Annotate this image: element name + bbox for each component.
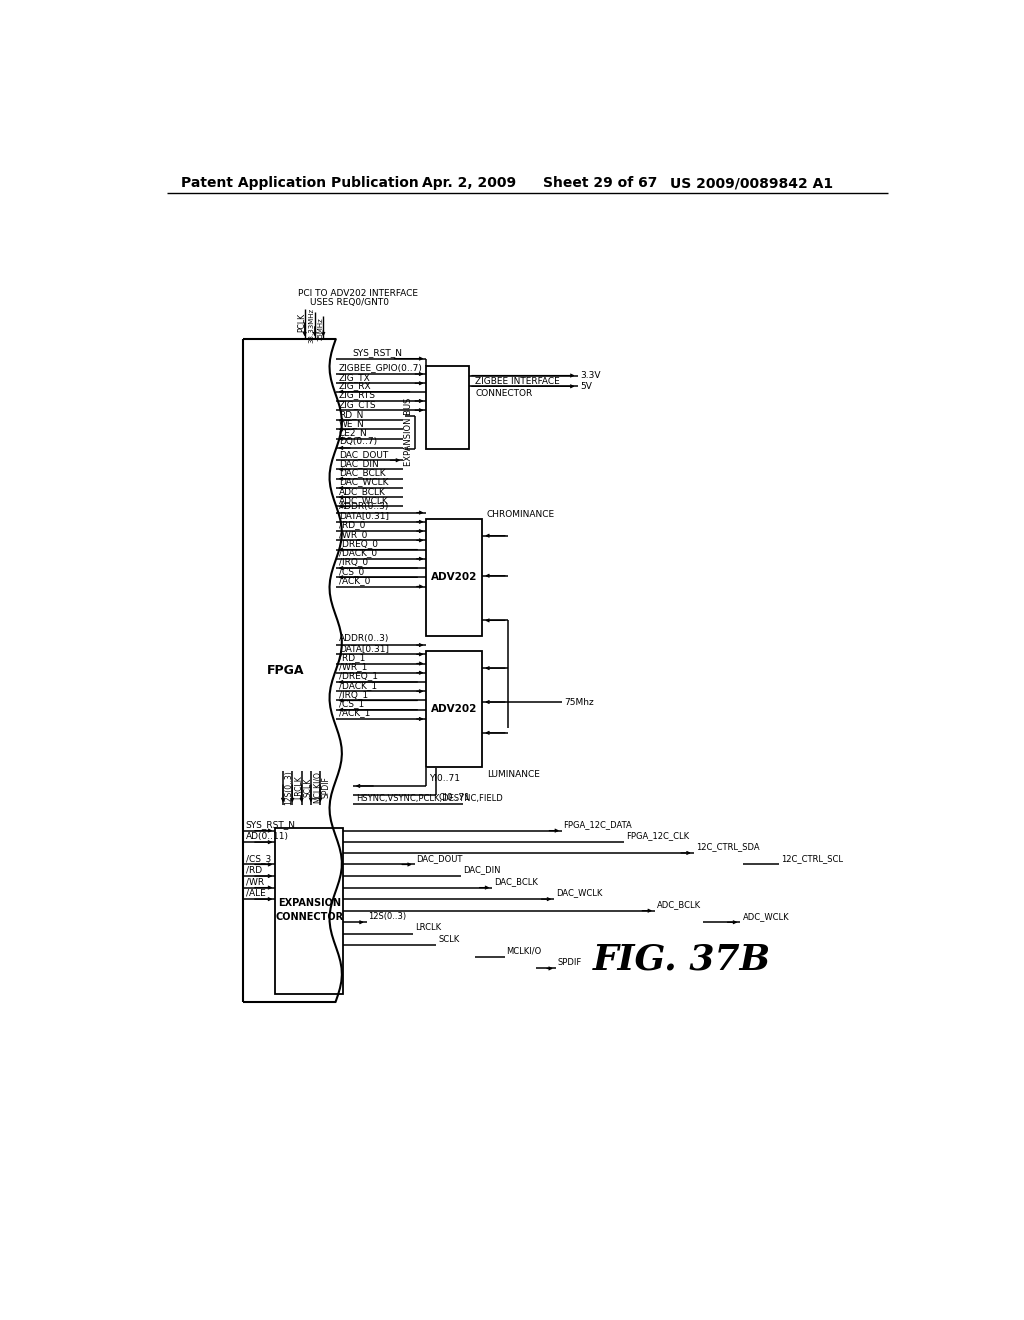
Text: /CS_0: /CS_0	[339, 566, 365, 576]
Text: MCLKI/O: MCLKI/O	[312, 772, 322, 804]
Text: RD_N: RD_N	[339, 409, 364, 418]
Text: /ACK_0: /ACK_0	[339, 576, 370, 585]
Text: LRCLK: LRCLK	[416, 923, 441, 932]
Text: SPDIF: SPDIF	[557, 958, 582, 966]
Text: ZIGBEE INTERFACE: ZIGBEE INTERFACE	[475, 378, 560, 387]
Text: 75Mhz: 75Mhz	[564, 697, 594, 706]
Bar	[426, 519, 482, 636]
Text: /DREQ_0: /DREQ_0	[339, 539, 378, 548]
Text: /WR: /WR	[246, 876, 264, 886]
Text: LUMINANCE: LUMINANCE	[486, 770, 540, 779]
Text: DAC_DOUT: DAC_DOUT	[417, 854, 463, 863]
Text: 12C_CTRL_SDA: 12C_CTRL_SDA	[696, 842, 760, 851]
Text: ADV202: ADV202	[431, 573, 477, 582]
Text: AD(0..11): AD(0..11)	[246, 832, 289, 841]
Text: CE2_N: CE2_N	[339, 428, 368, 437]
Text: /CS_1: /CS_1	[339, 700, 365, 708]
Text: ZIG_RTS: ZIG_RTS	[339, 391, 376, 400]
Text: LRCLK: LRCLK	[294, 776, 303, 800]
Bar	[275, 829, 343, 994]
Text: WE_N: WE_N	[339, 418, 365, 428]
Text: SCLK: SCLK	[303, 777, 312, 797]
Text: /RD: /RD	[246, 866, 262, 875]
Text: /WR_1: /WR_1	[339, 663, 368, 671]
Text: PCI TO ADV202 INTERFACE: PCI TO ADV202 INTERFACE	[299, 289, 419, 297]
Text: ADC_BCLK: ADC_BCLK	[657, 900, 701, 909]
Text: DQ(0..7): DQ(0..7)	[339, 437, 377, 446]
Text: HSYNC,VSYNC,PCLK,DESYNC,FIELD: HSYNC,VSYNC,PCLK,DESYNC,FIELD	[356, 793, 503, 803]
Text: ZIG_CTS: ZIG_CTS	[339, 400, 377, 409]
Text: Apr. 2, 2009: Apr. 2, 2009	[423, 176, 517, 190]
Text: SPDIF: SPDIF	[322, 776, 331, 799]
Text: ADC_WCLK: ADC_WCLK	[742, 912, 790, 921]
Text: 3.3V: 3.3V	[580, 371, 600, 380]
Text: DAC_BCLK: DAC_BCLK	[494, 876, 538, 886]
Text: /ACK_1: /ACK_1	[339, 709, 370, 718]
Bar	[426, 651, 482, 767]
Text: US 2009/0089842 A1: US 2009/0089842 A1	[671, 176, 834, 190]
Text: /RD_0: /RD_0	[339, 520, 366, 529]
Text: ADDR(0..3): ADDR(0..3)	[339, 635, 389, 644]
Text: SCLK: SCLK	[438, 935, 460, 944]
Text: USES REQ0/GNT0: USES REQ0/GNT0	[310, 298, 389, 306]
Text: ADC_BCLK: ADC_BCLK	[339, 487, 386, 496]
Text: DAC_WCLK: DAC_WCLK	[556, 888, 602, 898]
Text: CI0..71: CI0..71	[438, 793, 471, 803]
Text: 75MHz: 75MHz	[317, 318, 324, 341]
Text: ADV202: ADV202	[431, 704, 477, 714]
Text: CHROMINANCE: CHROMINANCE	[486, 510, 555, 519]
Text: Sheet 29 of 67: Sheet 29 of 67	[543, 176, 657, 190]
Text: ZIG_TX: ZIG_TX	[339, 372, 371, 381]
Text: SYS_RST_N: SYS_RST_N	[246, 820, 296, 829]
Text: FIG. 37B: FIG. 37B	[593, 942, 771, 977]
Text: YI0..71: YI0..71	[429, 774, 461, 783]
Text: 33.33MHz: 33.33MHz	[308, 308, 314, 343]
Text: DAC_DOUT: DAC_DOUT	[339, 450, 388, 459]
Text: MCLKI/O: MCLKI/O	[506, 946, 542, 956]
Text: SYS_RST_N: SYS_RST_N	[352, 348, 402, 358]
Text: ADDR(0..3): ADDR(0..3)	[339, 502, 389, 511]
Text: DAC_DIN: DAC_DIN	[339, 459, 379, 469]
Text: DAC_DIN: DAC_DIN	[464, 866, 501, 875]
Text: /WR_0: /WR_0	[339, 529, 368, 539]
Text: 12S(0..3): 12S(0..3)	[369, 912, 407, 921]
Text: /DACK_0: /DACK_0	[339, 548, 377, 557]
Text: 5V: 5V	[580, 381, 592, 391]
Text: /ALE: /ALE	[246, 888, 265, 898]
Text: CONNECTOR: CONNECTOR	[475, 389, 532, 397]
Text: FPGA_12C_DATA: FPGA_12C_DATA	[563, 820, 632, 829]
Text: DATA[0.31]: DATA[0.31]	[339, 644, 389, 653]
Text: Patent Application Publication: Patent Application Publication	[180, 176, 419, 190]
Text: PCLK: PCLK	[297, 313, 306, 331]
Text: /IRQ_1: /IRQ_1	[339, 690, 368, 700]
Text: EXPANSION BUS: EXPANSION BUS	[404, 397, 413, 466]
Text: /DACK_1: /DACK_1	[339, 681, 377, 689]
Text: DAC_BCLK: DAC_BCLK	[339, 469, 385, 478]
Text: 12S(0..3): 12S(0..3)	[285, 770, 294, 805]
Text: 12C_CTRL_SCL: 12C_CTRL_SCL	[781, 854, 844, 863]
Text: /DREQ_1: /DREQ_1	[339, 672, 378, 681]
Text: FPGA_12C_CLK: FPGA_12C_CLK	[627, 832, 689, 841]
Text: EXPANSION: EXPANSION	[278, 899, 341, 908]
Text: ADC_WCLK: ADC_WCLK	[339, 496, 388, 506]
Bar	[426, 367, 469, 449]
Text: ZIGBEE_GPIO(0..7): ZIGBEE_GPIO(0..7)	[339, 363, 423, 372]
Text: /CS_3: /CS_3	[246, 854, 271, 863]
Text: CONNECTOR: CONNECTOR	[275, 912, 343, 923]
Text: /IRQ_0: /IRQ_0	[339, 557, 368, 566]
Text: ZIG_RX: ZIG_RX	[339, 381, 372, 391]
Text: DATA[0.31]: DATA[0.31]	[339, 511, 389, 520]
Text: DAC_WCLK: DAC_WCLK	[339, 478, 388, 487]
Text: FPGA: FPGA	[266, 664, 304, 677]
Text: /RD_1: /RD_1	[339, 653, 366, 663]
